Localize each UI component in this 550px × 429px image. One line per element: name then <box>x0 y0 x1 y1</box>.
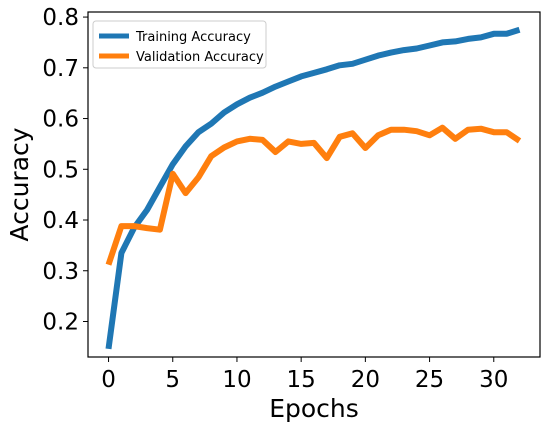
plot-frame <box>87 11 541 358</box>
x-tick-label: 0 <box>101 367 116 393</box>
x-tick-label: 5 <box>165 367 180 393</box>
x-tick-label: 30 <box>479 367 508 393</box>
y-tick-label: 0.6 <box>42 107 79 133</box>
legend-box <box>92 20 267 69</box>
legend-label-training: Training Accuracy <box>135 30 251 45</box>
legend: Training Accuracy Validation Accuracy <box>92 20 267 69</box>
x-tick-label: 10 <box>222 367 251 393</box>
y-tick-label: 0.8 <box>42 5 79 31</box>
y-axis-label: Accuracy <box>5 127 34 241</box>
x-tick-label: 15 <box>287 367 316 393</box>
legend-label-validation: Validation Accuracy <box>136 50 264 65</box>
y-tick-label: 0.5 <box>42 157 79 183</box>
y-tick-label: 0.2 <box>42 309 79 335</box>
plot-content <box>105 26 522 350</box>
y-tick-label: 0.3 <box>42 259 79 285</box>
series-line-validation <box>105 124 522 266</box>
x-tick-label: 25 <box>415 367 444 393</box>
y-tick-label: 0.7 <box>42 56 79 82</box>
x-tick-label: 20 <box>351 367 380 393</box>
axis-ticks: 0 5 10 15 20 25 30 0.2 0.3 0.4 0.5 0.6 0.7 0.8 <box>42 5 508 393</box>
series-line-training <box>105 26 521 350</box>
x-axis-label: Epochs <box>269 394 359 423</box>
y-tick-label: 0.4 <box>42 208 79 234</box>
